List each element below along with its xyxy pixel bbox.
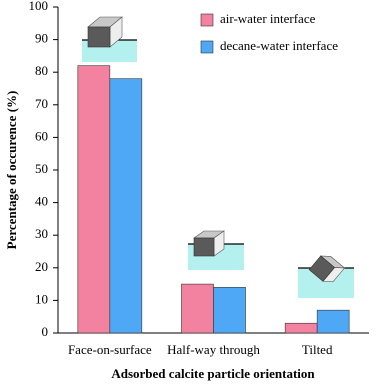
- y-tick-label: 50: [35, 161, 48, 176]
- legend-label: air-water interface: [220, 11, 316, 26]
- bar: [109, 78, 143, 334]
- inset-face-on: [82, 16, 137, 62]
- bar: [213, 287, 246, 334]
- y-tick-label: 70: [35, 96, 48, 111]
- x-tick-label: Tilted: [302, 342, 333, 357]
- inset-tilted: [298, 255, 354, 298]
- y-tick-label: 10: [35, 291, 48, 306]
- y-tick-label: 30: [35, 226, 48, 241]
- y-tick-label: 40: [35, 194, 48, 209]
- bar: [181, 283, 214, 334]
- y-tick-label: 20: [35, 259, 48, 274]
- inset-half-way: [188, 230, 244, 270]
- bar: [316, 309, 350, 334]
- legend-swatch: [200, 13, 214, 27]
- y-tick-label: 60: [35, 128, 48, 143]
- x-tick-label: Half-way through: [167, 342, 260, 357]
- x-axis-label: Adsorbed calcite particle orientation: [111, 366, 315, 381]
- y-axis-label: Percentage of occurence (%): [4, 91, 19, 250]
- bar: [77, 65, 111, 334]
- y-tick-label: 80: [35, 63, 48, 78]
- legend-label: decane-water interface: [220, 38, 338, 53]
- y-tick-label: 90: [35, 31, 48, 46]
- y-tick-label: 100: [29, 0, 49, 13]
- legend-swatch: [200, 40, 214, 54]
- y-tick-label: 0: [42, 324, 49, 339]
- x-tick-label: Face-on-surface: [68, 342, 152, 357]
- bar: [284, 322, 318, 334]
